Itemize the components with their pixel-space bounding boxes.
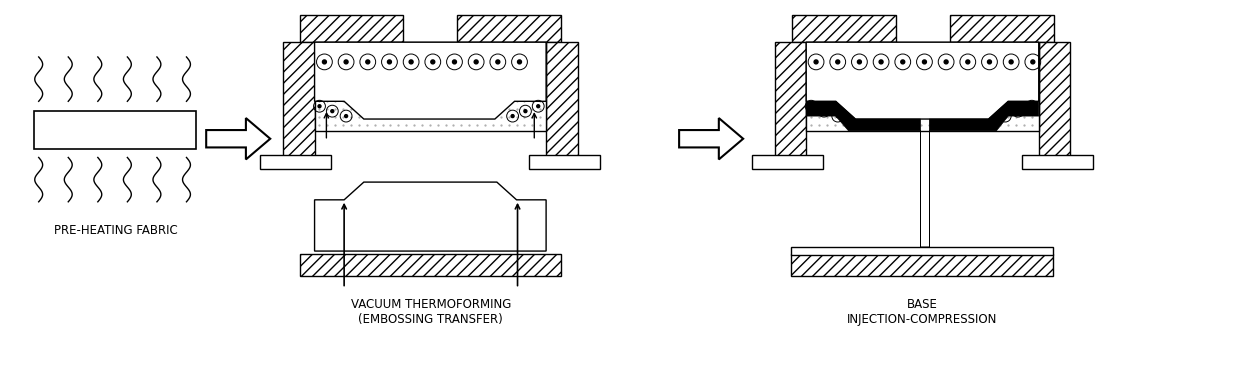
Polygon shape (680, 118, 743, 159)
Circle shape (453, 60, 456, 64)
Circle shape (857, 60, 862, 64)
Circle shape (1030, 60, 1035, 64)
Bar (1022, 155, 1092, 169)
Bar (546, 42, 578, 162)
Circle shape (966, 60, 970, 64)
Bar (300, 15, 403, 42)
Text: PRE-HEATING FABRIC: PRE-HEATING FABRIC (53, 224, 177, 238)
Text: BASE
INJECTION-COMPRESSION: BASE INJECTION-COMPRESSION (847, 298, 998, 326)
Circle shape (387, 60, 392, 64)
Circle shape (496, 60, 500, 64)
Circle shape (900, 60, 905, 64)
Polygon shape (315, 182, 546, 251)
Circle shape (836, 60, 839, 64)
Bar (315, 42, 546, 131)
Circle shape (331, 110, 334, 113)
Circle shape (322, 60, 326, 64)
Circle shape (1009, 60, 1013, 64)
Bar (283, 42, 315, 162)
Bar (792, 15, 895, 42)
Polygon shape (206, 118, 270, 159)
Circle shape (317, 105, 321, 108)
Polygon shape (806, 101, 1039, 247)
Circle shape (366, 60, 370, 64)
Circle shape (1017, 110, 1019, 113)
Bar (751, 155, 823, 169)
Circle shape (430, 60, 435, 64)
Text: VACUUM THERMOFORMING
(EMBOSSING TRANSFER): VACUUM THERMOFORMING (EMBOSSING TRANSFER… (351, 298, 511, 326)
Bar (1039, 42, 1070, 162)
Circle shape (815, 60, 818, 64)
Circle shape (474, 60, 479, 64)
Circle shape (517, 60, 522, 64)
Circle shape (836, 115, 839, 118)
Circle shape (987, 60, 992, 64)
Polygon shape (806, 42, 1039, 119)
Bar (775, 42, 806, 162)
Circle shape (1003, 115, 1007, 118)
Bar (791, 247, 1053, 255)
Circle shape (409, 60, 413, 64)
Bar (950, 15, 1054, 42)
Circle shape (537, 105, 539, 108)
Polygon shape (315, 42, 546, 119)
Bar (458, 15, 560, 42)
Circle shape (822, 110, 826, 113)
Bar (806, 42, 1039, 131)
Circle shape (525, 110, 527, 113)
Circle shape (944, 60, 949, 64)
Bar (300, 254, 560, 276)
Circle shape (345, 60, 348, 64)
Circle shape (511, 115, 515, 118)
Circle shape (923, 60, 926, 64)
Circle shape (1030, 105, 1033, 108)
Bar (791, 254, 1053, 276)
Circle shape (879, 60, 883, 64)
Bar (529, 155, 600, 169)
Bar (260, 155, 331, 169)
Circle shape (345, 115, 347, 118)
Bar (33, 111, 196, 149)
Circle shape (810, 105, 812, 108)
